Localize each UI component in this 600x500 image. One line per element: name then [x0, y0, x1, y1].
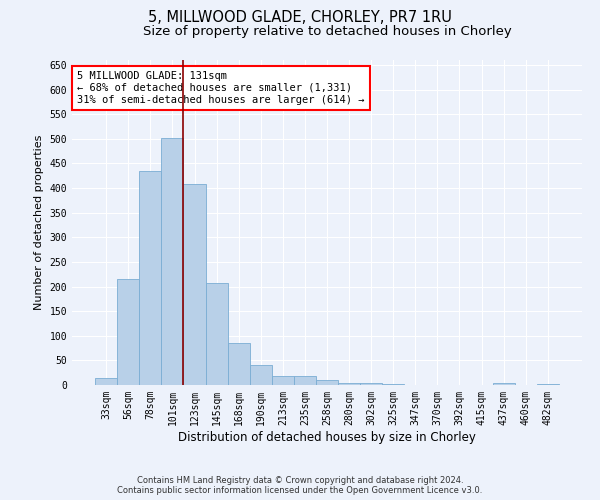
Text: 5 MILLWOOD GLADE: 131sqm
← 68% of detached houses are smaller (1,331)
31% of sem: 5 MILLWOOD GLADE: 131sqm ← 68% of detach… [77, 72, 365, 104]
Bar [95, 378, 117, 385]
Bar [338, 382, 360, 385]
Bar [139, 171, 161, 385]
Bar [272, 376, 294, 385]
Text: Contains HM Land Registry data © Crown copyright and database right 2024.
Contai: Contains HM Land Registry data © Crown c… [118, 476, 482, 495]
Bar [206, 283, 227, 385]
Bar [184, 184, 206, 385]
Bar [294, 376, 316, 385]
Bar [250, 366, 272, 385]
Bar [161, 138, 184, 385]
Title: Size of property relative to detached houses in Chorley: Size of property relative to detached ho… [143, 25, 511, 38]
Bar [227, 343, 250, 385]
Bar [537, 384, 559, 385]
Bar [117, 279, 139, 385]
Bar [382, 384, 404, 385]
Bar [360, 383, 382, 385]
Bar [493, 383, 515, 385]
Bar [316, 380, 338, 385]
Text: 5, MILLWOOD GLADE, CHORLEY, PR7 1RU: 5, MILLWOOD GLADE, CHORLEY, PR7 1RU [148, 10, 452, 25]
X-axis label: Distribution of detached houses by size in Chorley: Distribution of detached houses by size … [178, 430, 476, 444]
Y-axis label: Number of detached properties: Number of detached properties [34, 135, 44, 310]
